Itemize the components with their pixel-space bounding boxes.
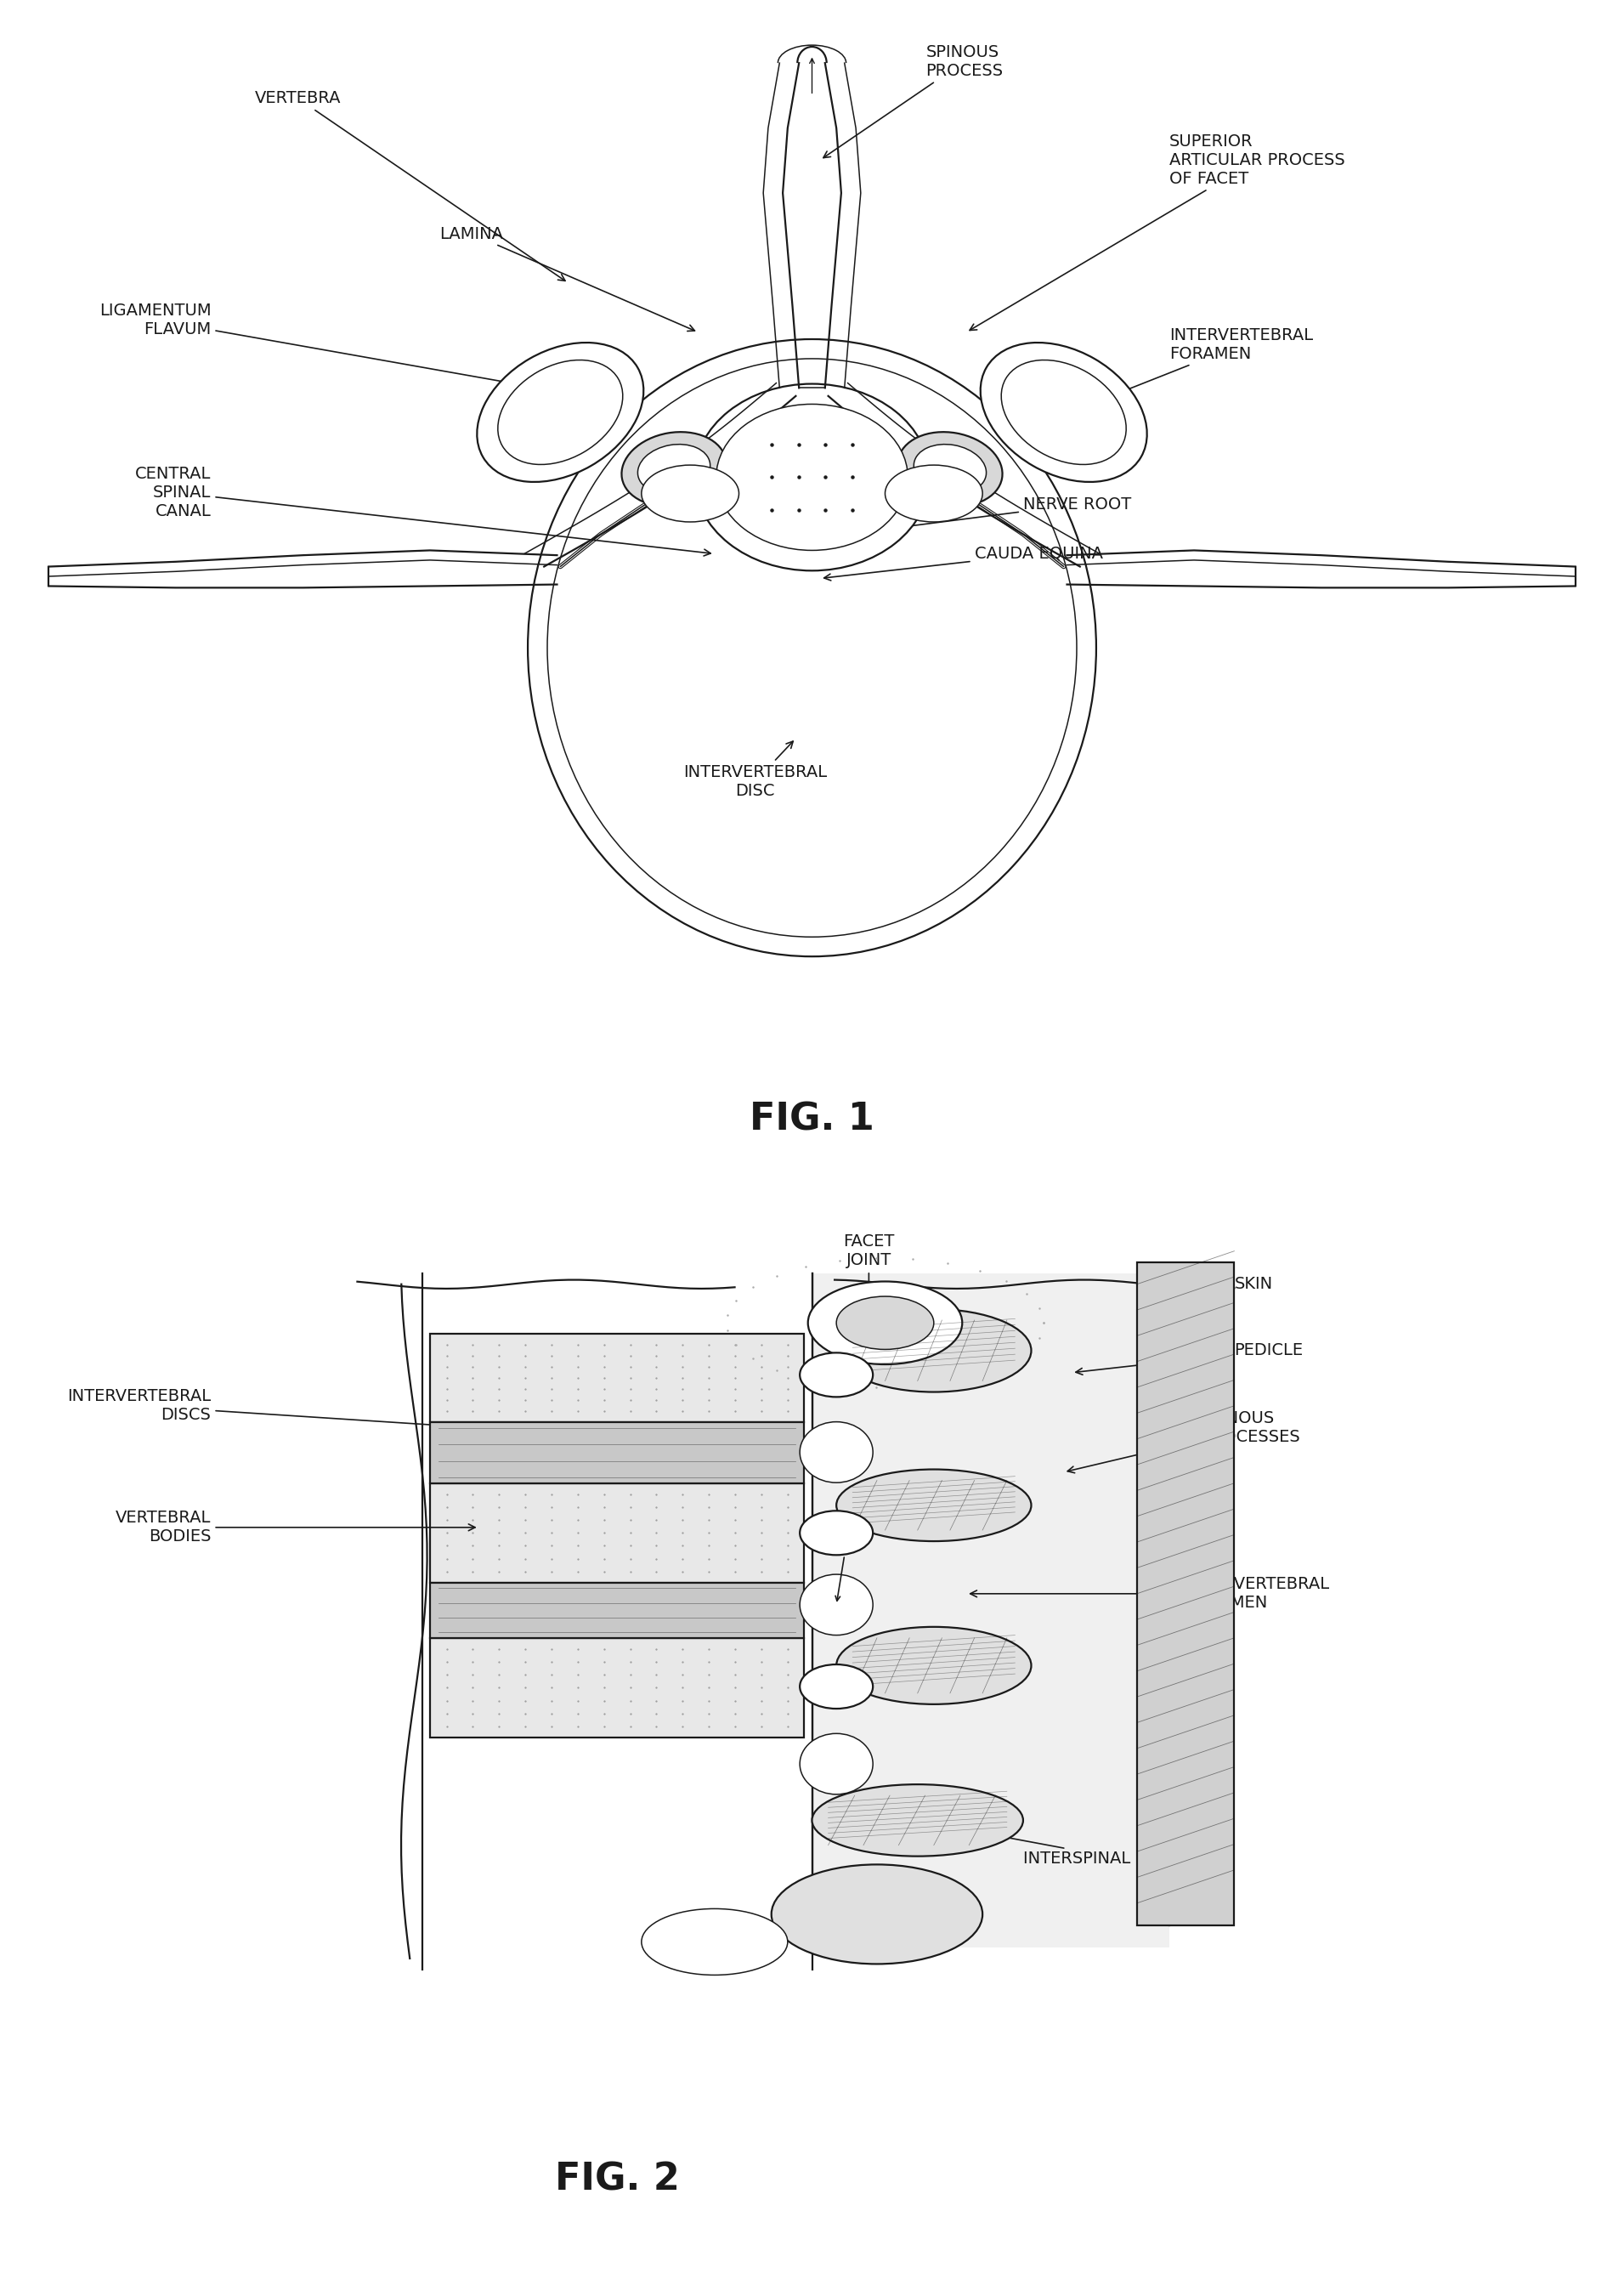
Ellipse shape xyxy=(801,1422,874,1484)
Ellipse shape xyxy=(622,433,726,506)
FancyBboxPatch shape xyxy=(430,1333,804,1422)
Ellipse shape xyxy=(914,444,986,495)
Ellipse shape xyxy=(836,1308,1031,1392)
Ellipse shape xyxy=(836,1627,1031,1705)
Ellipse shape xyxy=(641,465,739,522)
Text: SPINOUS
PROCESSES: SPINOUS PROCESSES xyxy=(1067,1411,1301,1472)
Ellipse shape xyxy=(801,1575,874,1634)
Ellipse shape xyxy=(981,342,1147,481)
Ellipse shape xyxy=(801,1511,874,1554)
Text: SKIN: SKIN xyxy=(1156,1276,1273,1308)
Text: FIG. 2: FIG. 2 xyxy=(555,2160,679,2197)
Text: VERTEBRA: VERTEBRA xyxy=(255,91,565,280)
Text: SPINOUS
PROCESS: SPINOUS PROCESS xyxy=(823,43,1004,157)
Ellipse shape xyxy=(693,383,929,570)
FancyBboxPatch shape xyxy=(812,1274,1169,1946)
Text: FIG. 1: FIG. 1 xyxy=(750,1101,874,1137)
Ellipse shape xyxy=(528,340,1096,957)
Text: LIGAMENTUM
FLAVUM: LIGAMENTUM FLAVUM xyxy=(99,303,638,408)
Text: INTERVERTEBRAL
DISC: INTERVERTEBRAL DISC xyxy=(684,741,827,800)
Text: CENTRAL
SPINAL
CANAL: CENTRAL SPINAL CANAL xyxy=(135,465,711,556)
Ellipse shape xyxy=(641,1910,788,1976)
Ellipse shape xyxy=(801,1734,874,1794)
Ellipse shape xyxy=(499,360,622,465)
Ellipse shape xyxy=(836,1297,934,1349)
FancyBboxPatch shape xyxy=(430,1422,804,1484)
Text: VERTEBRAL
BODIES: VERTEBRAL BODIES xyxy=(115,1511,476,1545)
Ellipse shape xyxy=(547,358,1077,937)
Text: INTERVERTEBRAL
DISCS: INTERVERTEBRAL DISCS xyxy=(67,1388,476,1431)
Text: INTERVERTEBRAL
FORAMEN: INTERVERTEBRAL FORAMEN xyxy=(1026,328,1314,431)
Ellipse shape xyxy=(1002,360,1125,465)
Text: INTERSPINAL LIGAMENT: INTERSPINAL LIGAMENT xyxy=(888,1814,1221,1867)
FancyBboxPatch shape xyxy=(430,1582,804,1639)
Ellipse shape xyxy=(716,403,908,549)
Ellipse shape xyxy=(836,1470,1031,1541)
Ellipse shape xyxy=(898,433,1002,506)
Text: LAMINA: LAMINA xyxy=(440,226,695,330)
Ellipse shape xyxy=(638,444,710,495)
Ellipse shape xyxy=(885,465,983,522)
FancyBboxPatch shape xyxy=(430,1484,804,1582)
Text: CAUDA EQUINA: CAUDA EQUINA xyxy=(823,545,1103,581)
Text: NERVE ROOT: NERVE ROOT xyxy=(888,497,1132,531)
Text: FACET
JOINT: FACET JOINT xyxy=(843,1233,895,1313)
Ellipse shape xyxy=(477,342,643,481)
Text: SUPERIOR
ARTICULAR PROCESS
OF FACET: SUPERIOR ARTICULAR PROCESS OF FACET xyxy=(970,132,1345,330)
Text: PEDICLE: PEDICLE xyxy=(1075,1342,1302,1374)
Text: INTERVERTEBRAL
FORAMEN: INTERVERTEBRAL FORAMEN xyxy=(970,1577,1330,1611)
Ellipse shape xyxy=(812,1784,1023,1855)
FancyBboxPatch shape xyxy=(1137,1263,1234,1926)
Ellipse shape xyxy=(801,1354,874,1397)
Ellipse shape xyxy=(771,1864,983,1964)
Ellipse shape xyxy=(809,1281,963,1365)
FancyBboxPatch shape xyxy=(430,1639,804,1737)
Ellipse shape xyxy=(801,1664,874,1709)
